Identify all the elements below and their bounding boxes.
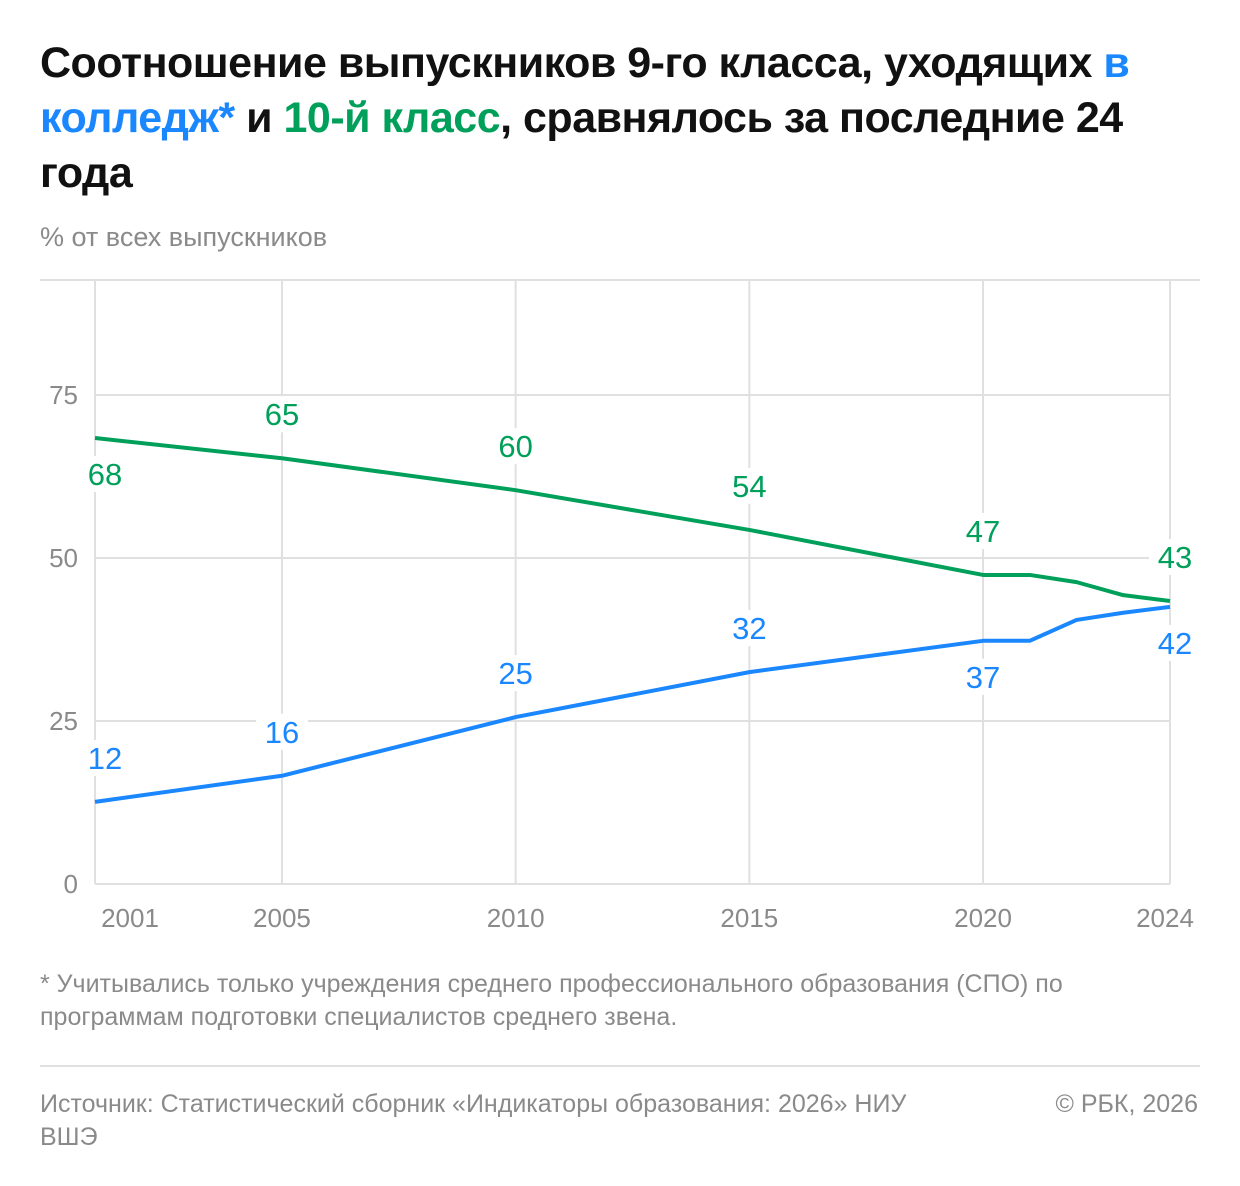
title-college: в колледж* — [40, 39, 1130, 142]
data-label-bg — [255, 396, 308, 433]
y-tick-label: 50 — [49, 543, 78, 573]
chart-subtitle: % от всех выпускников — [40, 222, 328, 252]
chart-title: Соотношение выпускников 9-го класса, ухо… — [40, 39, 1130, 197]
x-tick-label: 2024 — [1136, 903, 1194, 933]
data-label-bg — [957, 512, 1010, 549]
data-label-bg — [723, 610, 776, 647]
divider — [40, 1065, 1200, 1067]
x-tick-label: 2020 — [954, 903, 1012, 933]
data-label-college: 25 — [498, 656, 532, 691]
data-label-college: 37 — [966, 660, 1000, 695]
title-tenth-grade: 10-й класс — [283, 94, 501, 142]
x-tick-label: 2001 — [101, 903, 159, 933]
data-label-tenth: 60 — [498, 429, 532, 464]
data-label-bg — [1149, 539, 1201, 576]
data-label-tenth: 43 — [1158, 540, 1192, 575]
data-label-college: 12 — [88, 741, 122, 776]
data-label-tenth: 68 — [88, 457, 122, 492]
data-label-bg — [723, 467, 776, 504]
data-label-college: 42 — [1158, 626, 1192, 661]
data-label-bg — [489, 655, 542, 692]
data-label-college: 32 — [732, 611, 766, 646]
data-label-college: 16 — [265, 715, 299, 750]
data-label-bg — [255, 713, 308, 750]
data-label-bg — [1149, 624, 1201, 661]
footnote: * Учитывались только учреждения среднего… — [40, 970, 1063, 1031]
data-label-tenth: 65 — [265, 397, 299, 432]
data-label-bg — [489, 428, 542, 465]
y-tick-label: 25 — [49, 706, 78, 736]
data-label-tenth: 47 — [966, 514, 1000, 549]
data-label-bg — [957, 658, 1010, 695]
data-label-tenth: 54 — [732, 469, 766, 504]
source: Источник: Статистический сборник «Индика… — [40, 1090, 907, 1151]
x-tick-label: 2005 — [253, 903, 311, 933]
y-tick-label: 0 — [64, 869, 78, 899]
x-tick-label: 2015 — [720, 903, 778, 933]
data-label-bg — [79, 739, 131, 776]
series-line-tenth — [94, 436, 1171, 604]
copyright: © РБК, 2026 — [1055, 1090, 1198, 1118]
series-line-college — [94, 604, 1171, 804]
x-tick-label: 2010 — [487, 903, 545, 933]
data-label-bg — [79, 456, 131, 493]
line-chart: 0 25 50 75 2001 2005 2010 2015 2020 2024 68 65 60 54 4… — [40, 279, 1201, 933]
y-tick-label: 75 — [49, 380, 78, 410]
